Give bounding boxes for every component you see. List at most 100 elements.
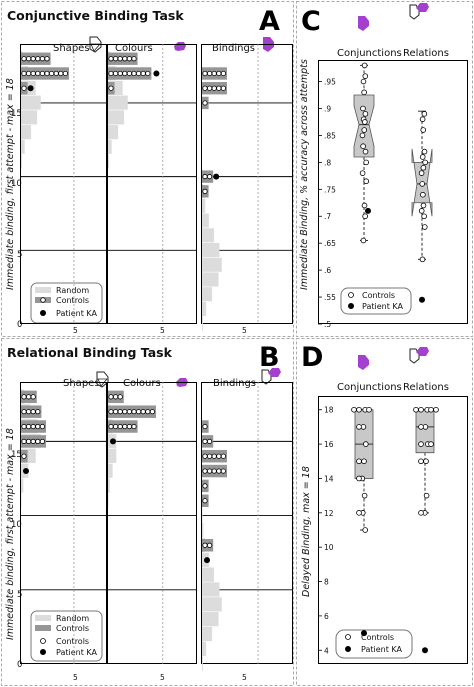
colour-blob-icon (174, 42, 186, 51)
panel-d-ylabel: Delayed Binding, max = 18 (301, 466, 312, 597)
panel-d-relations-control-point (433, 406, 439, 413)
panel-b-col-colours: Colours (123, 378, 161, 389)
panel-c-relations-control-point (422, 159, 428, 166)
panel-c-ylabel: Immediate Binding, % accuracy across att… (299, 59, 310, 290)
panel-b-colours-control-point (117, 409, 123, 415)
panel-b-shapes-control-point (30, 423, 36, 430)
panel-b-ytick-15: 15 (11, 450, 22, 460)
panel-a-shapes-control-point (53, 70, 59, 77)
panel-a-title: Conjunctive Binding Task (7, 8, 184, 23)
binding-icon (358, 16, 369, 31)
panel-a-shapes-control-point (39, 56, 46, 62)
panel-b-bindings-random-bar (202, 612, 219, 627)
panel-a-shapes-control-point (39, 70, 46, 77)
panel-b-bindings-control-point (202, 423, 208, 430)
panel-b-shapes-patient-point (23, 468, 29, 475)
panel-c-relations-control-point (421, 111, 428, 117)
legend-random-swatch (35, 615, 51, 621)
legend-controls-label: Controls (56, 296, 89, 305)
panel-c-relations-control-point (420, 202, 427, 209)
panel-c-ytick-label: .95 (324, 78, 336, 87)
panel-c-conjunctions-control-point (362, 213, 368, 220)
panel-b-colours-control-point (122, 409, 128, 415)
panel-a-shapes-control-point (30, 56, 36, 62)
panel-a-colours-control-point (126, 70, 132, 77)
panel-c-ytick-label: .55 (324, 293, 336, 302)
panel-b-colours-control-point (140, 409, 146, 415)
panel-c-relations-control-point (419, 154, 426, 160)
panel-a-colours-control-point (122, 70, 128, 77)
panel-d-conjunctions-control-point (361, 458, 367, 465)
panel-a-ytick-5: 5 (17, 250, 22, 260)
panel-d-conjunctions-control-point (356, 424, 362, 430)
panel-b-shapes-control-point (30, 409, 36, 415)
panel-a-bindings-control-point (202, 174, 208, 180)
panel-b-colours-control-point (149, 409, 155, 415)
panel-d-legend (335, 629, 413, 659)
panel-a-shapes-control-point (62, 70, 69, 77)
panel-a-shapes-control-point (25, 56, 32, 62)
legend-patient-label: Patient KA (56, 648, 98, 657)
panel-a-colours-control-point (145, 70, 151, 77)
panel-b-shapes-control-point (21, 453, 27, 459)
panel-c-relations-patient-point (419, 296, 425, 303)
panel-a-bindings-control-point (211, 85, 217, 91)
panel-d-relations-control-point (428, 441, 434, 447)
panel-a-ytick-10: 10 (11, 179, 22, 189)
panel-c-relations-control-point (420, 127, 427, 133)
panel-a-shapes-random-bar (21, 125, 32, 140)
panel-b-col-bindings: Bindings (213, 378, 256, 389)
panel-a-colours-control-point (117, 56, 123, 62)
panel-a-colours-control-point (117, 70, 123, 77)
panel-a-bindings-control-point (207, 70, 213, 77)
panel-c-conjunctions-control-point (361, 62, 368, 69)
panel-c-relations-control-point (421, 148, 428, 155)
panel-b-legend (30, 610, 103, 662)
panel-a-colours-control-point (113, 70, 119, 77)
panel-b-shapes-control-point (21, 438, 27, 444)
panel-b-bindings-random-bar (202, 641, 207, 656)
panel-a-colours-control-point (131, 70, 137, 77)
panel-d-relations-control-point (413, 406, 419, 413)
panel-c-conjunctions-box (353, 94, 375, 158)
panel-b-bindings-control-point (202, 542, 208, 548)
panel-b-bindings-random-bar (202, 567, 214, 582)
panel-b-letter: B (259, 342, 280, 373)
panel-b-colours-control-point (126, 409, 132, 415)
panel-a-col-shapes: Shapes (53, 43, 90, 54)
panel-c-ytick-label: .8 (324, 158, 331, 167)
panel-b-colours-control-point (108, 423, 114, 430)
panel-d-ytick-label: 12 (324, 509, 334, 518)
panel-d-ytick-label: 18 (324, 406, 334, 415)
panel-a-bindings-random-bar (202, 257, 222, 272)
panel-a-bindings-random-bar (202, 228, 214, 243)
panel-a-bindings-random-bar (202, 242, 220, 258)
panel-c-conjunctions-control-point (360, 237, 367, 244)
panel-c-ytick-label: .75 (324, 185, 336, 194)
panel-a-colours-control-point (126, 56, 132, 62)
panel-a-shapes-control-point (35, 70, 41, 77)
panel-b-colours-patient-point (110, 438, 116, 445)
panel-a-bindings-random-bar (202, 213, 209, 228)
panel-d-letter: D (301, 342, 323, 373)
legend-controls-marker (348, 292, 354, 298)
panel-b-ytick-5: 5 (17, 590, 22, 600)
panel-c-ytick-label: .65 (324, 239, 336, 248)
panel-c-ytick-label: .85 (324, 131, 336, 140)
panel-a-colours-random-bar (108, 154, 109, 169)
panel-c-relations-control-point (419, 116, 426, 123)
panel-a-col-colours: Colours (115, 43, 153, 54)
panel-a-bindings-control-point (216, 85, 222, 91)
panel-c-relations-control-point (418, 208, 425, 214)
panel-a-shapes-control-point (44, 70, 50, 77)
panel-a-colours-random-bar (108, 110, 125, 125)
panel-d-cat-relations: Relations (403, 382, 449, 393)
panel-d-conjunctions-control-point (362, 527, 369, 533)
panel-b-colours-control-point (131, 409, 137, 415)
panel-b-ylabel: Immediate binding, first attempt - max =… (5, 428, 16, 640)
panel-b-colours-control-point (117, 423, 123, 430)
panel-a-xtick-colours: 5 (160, 326, 165, 335)
panel-a-shapes-axes-box (20, 44, 107, 324)
panel-c-relations-control-point (419, 256, 426, 263)
